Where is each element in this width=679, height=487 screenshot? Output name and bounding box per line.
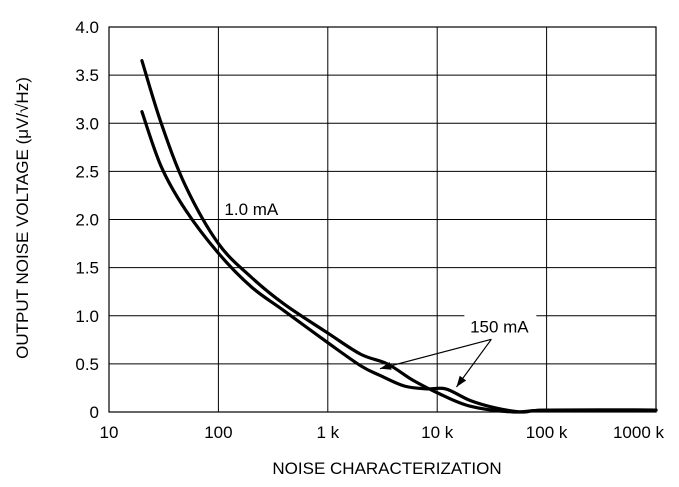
x-tick-label: 1000 k [613, 423, 665, 442]
annotation-label: 150 mA [470, 317, 529, 336]
annotation-arrowhead [456, 375, 467, 387]
x-tick-label: 10 k [421, 423, 454, 442]
y-tick-label: 3.5 [75, 66, 99, 85]
y-tick-label: 0 [90, 403, 99, 422]
x-tick-label: 10 [100, 423, 119, 442]
x-tick-label: 100 [204, 423, 232, 442]
annotation-arrowhead [379, 362, 392, 370]
y-tick-label: 2.5 [75, 162, 99, 181]
tick-labels: 10 100 1 k 10 k 100 k 1000 k 0 0.5 1.0 1.5 2.0 2.5 3… [75, 18, 664, 442]
series-line-150mA [140, 110, 658, 414]
y-tick-label: 4.0 [75, 18, 99, 37]
annotation-bg [464, 313, 537, 336]
annotations: 1.0 mA 150 mA [224, 200, 537, 388]
y-tick-label: 2.0 [75, 211, 99, 230]
y-axis-label: OUTPUT NOISE VOLTAGE (μV/√Hz) [13, 77, 32, 359]
y-tick-label: 1.0 [75, 307, 99, 326]
annotation-arrow-line [379, 338, 492, 370]
y-tick-label: 0.5 [75, 355, 99, 374]
grid [108, 26, 657, 413]
x-tick-label: 100 k [526, 423, 568, 442]
y-tick-label: 1.5 [75, 259, 99, 278]
series-line-1mA [140, 59, 658, 414]
x-tick-label: 1 k [316, 423, 339, 442]
annotation-label: 1.0 mA [224, 200, 279, 219]
x-axis-label: NOISE CHARACTERIZATION [272, 459, 501, 478]
y-tick-label: 3.0 [75, 114, 99, 133]
series-group [140, 59, 658, 414]
